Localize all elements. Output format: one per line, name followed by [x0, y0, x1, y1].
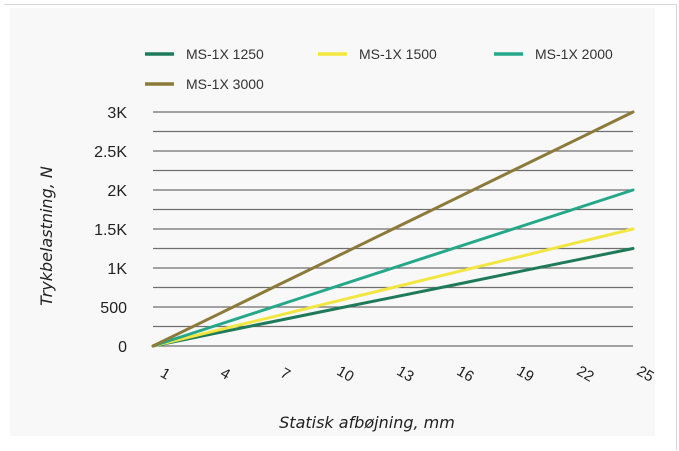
legend-label: MS-1X 1500 — [359, 46, 437, 62]
series-lines — [151, 110, 635, 348]
y-tick-label: 1K — [107, 261, 127, 278]
chart-panel — [10, 8, 655, 436]
x-tick-label: 10 — [334, 363, 357, 386]
series-line — [151, 110, 635, 348]
x-tick-label: 25 — [634, 363, 657, 386]
x-tick-label: 4 — [217, 365, 233, 384]
legend-label: MS-1X 3000 — [186, 76, 264, 92]
legend: MS-1X 1250 MS-1X 1500 MS-1X 2000 MS-1X 3000 — [145, 46, 613, 92]
series-line — [151, 247, 635, 348]
series-line — [151, 227, 635, 348]
y-tick-label: 2.5K — [94, 144, 127, 161]
x-tick-label: 19 — [514, 363, 537, 386]
series-line — [151, 188, 635, 348]
y-tick-label: 2K — [107, 183, 127, 200]
chart-frame — [4, 4, 677, 450]
y-tick-label: 3K — [107, 105, 127, 122]
y-axis-label: Trykbelastning, N — [37, 166, 56, 306]
legend-label: MS-1X 2000 — [535, 46, 613, 62]
y-tick-label: 0 — [118, 339, 127, 356]
x-tick-label: 1 — [157, 365, 173, 384]
y-tick-label: 500 — [100, 300, 127, 317]
y-tick-labels: 0 500 1K 1.5K 2K 2.5K 3K — [94, 105, 127, 356]
x-tick-label: 13 — [394, 363, 417, 386]
x-tick-label: 22 — [574, 363, 597, 386]
x-tick-label: 7 — [277, 365, 293, 384]
y-tick-label: 1.5K — [94, 222, 127, 239]
x-tick-labels: 1 4 7 10 13 16 19 22 25 — [157, 363, 656, 386]
legend-label: MS-1X 1250 — [186, 46, 264, 62]
x-axis-label: Statisk afbøjning, mm — [279, 413, 455, 432]
x-tick-label: 16 — [454, 363, 477, 386]
